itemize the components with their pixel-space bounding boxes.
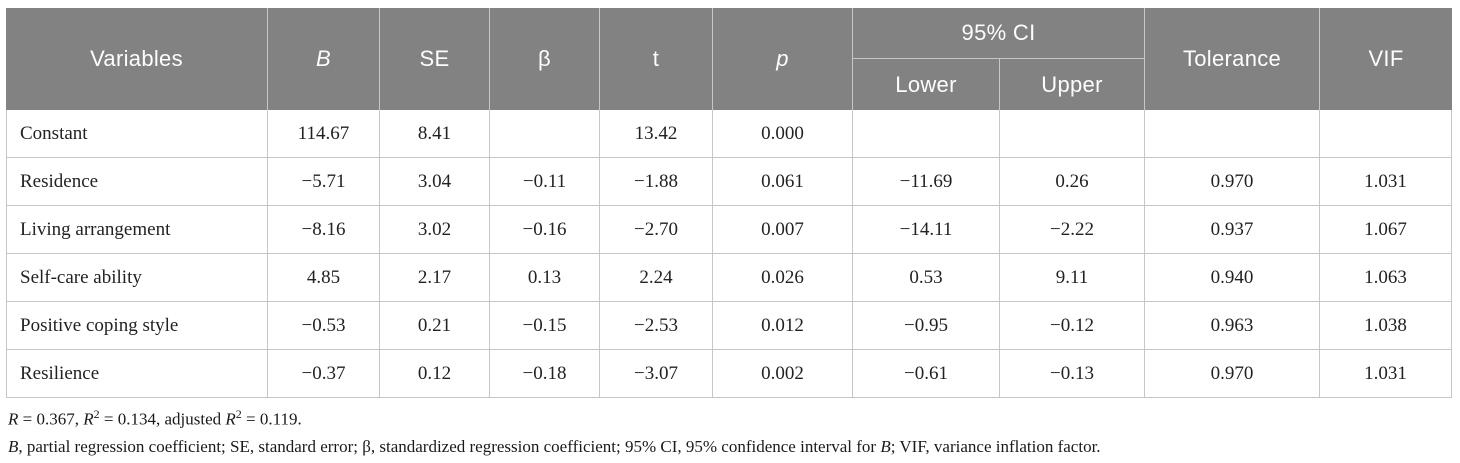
cell-se: 3.04 (380, 158, 490, 206)
cell-variable: Positive coping style (6, 302, 268, 350)
cell-variable: Constant (6, 110, 268, 158)
table-row: Constant 114.67 8.41 13.42 0.000 (6, 110, 1453, 158)
text-segment: ; VIF, variance inflation factor. (890, 436, 1101, 456)
cell-beta: −0.11 (490, 158, 600, 206)
cell-b: 4.85 (268, 254, 380, 302)
cell-b: −5.71 (268, 158, 380, 206)
cell-beta: −0.15 (490, 302, 600, 350)
column-header-ci-lower: Lower (853, 59, 1000, 110)
cell-se: 0.21 (380, 302, 490, 350)
cell-se: 8.41 (380, 110, 490, 158)
column-header-b: B (268, 8, 380, 110)
header-row-top: Variables B SE β t p 95% CI Tolerance VI… (6, 8, 1453, 110)
cell-variable: Self-care ability (6, 254, 268, 302)
column-header-variables: Variables (6, 8, 268, 110)
text-segment: R (83, 409, 94, 429)
table-body: Constant 114.67 8.41 13.42 0.000 Residence −5.… (6, 110, 1453, 398)
column-header-ci-upper: Upper (1000, 59, 1146, 110)
table-row: Positive coping style −0.53 0.21 −0.15 −2.53… (6, 302, 1453, 350)
cell-se: 3.02 (380, 206, 490, 254)
column-header-p: p (713, 8, 853, 110)
cell-p: 0.002 (713, 350, 853, 398)
column-header-t: t (600, 8, 713, 110)
table-header: Variables B SE β t p 95% CI Tolerance VI… (6, 8, 1453, 110)
cell-b: 114.67 (268, 110, 380, 158)
regression-table-container: Variables B SE β t p 95% CI Tolerance VI… (6, 8, 1453, 457)
cell-t: −1.88 (600, 158, 713, 206)
cell-upper: 9.11 (1000, 254, 1146, 302)
text-segment: = 0.119. (241, 409, 302, 429)
cell-vif: 1.038 (1320, 302, 1453, 350)
cell-upper: −0.12 (1000, 302, 1146, 350)
table-row: Resilience −0.37 0.12 −0.18 −3.07 0.002 −0.61−… (6, 350, 1453, 398)
text-segment: R (225, 409, 236, 429)
cell-upper: −2.22 (1000, 206, 1146, 254)
cell-t: 2.24 (600, 254, 713, 302)
cell-vif (1320, 110, 1453, 158)
cell-b: −0.53 (268, 302, 380, 350)
cell-upper (1000, 110, 1146, 158)
cell-variable: Resilience (6, 350, 268, 398)
text-segment: = 0.134, adjusted (99, 409, 226, 429)
column-header-se: SE (380, 8, 490, 110)
text-segment: = 0.367, (18, 409, 84, 429)
cell-t: −2.70 (600, 206, 713, 254)
cell-b: −0.37 (268, 350, 380, 398)
column-header-tolerance: Tolerance (1145, 8, 1321, 110)
cell-p: 0.007 (713, 206, 853, 254)
cell-lower: 0.53 (853, 254, 1000, 302)
cell-t: −3.07 (600, 350, 713, 398)
cell-t: 13.42 (600, 110, 713, 158)
cell-beta (490, 110, 600, 158)
cell-upper: 0.26 (1000, 158, 1146, 206)
cell-beta: 0.13 (490, 254, 600, 302)
column-header-vif: VIF (1320, 8, 1453, 110)
footnote-model-fit: R = 0.367, R2 = 0.134, adjusted R2 = 0.1… (8, 407, 1452, 430)
cell-tolerance: 0.940 (1145, 254, 1321, 302)
text-segment: , partial regression coefficient; SE, st… (18, 436, 881, 456)
cell-se: 0.12 (380, 350, 490, 398)
table-row: Self-care ability 4.85 2.17 0.13 2.24 0.026 0.… (6, 254, 1453, 302)
cell-upper: −0.13 (1000, 350, 1146, 398)
cell-p: 0.026 (713, 254, 853, 302)
cell-se: 2.17 (380, 254, 490, 302)
cell-vif: 1.067 (1320, 206, 1453, 254)
cell-p: 0.012 (713, 302, 853, 350)
cell-tolerance (1145, 110, 1321, 158)
text-segment: B (880, 436, 891, 456)
cell-beta: −0.16 (490, 206, 600, 254)
cell-vif: 1.031 (1320, 158, 1453, 206)
column-header-ci-group: 95% CI (853, 8, 1146, 59)
cell-lower: −0.95 (853, 302, 1000, 350)
cell-tolerance: 0.970 (1145, 158, 1321, 206)
cell-t: −2.53 (600, 302, 713, 350)
cell-p: 0.000 (713, 110, 853, 158)
column-header-beta: β (490, 8, 600, 110)
text-segment: R (8, 409, 19, 429)
cell-tolerance: 0.937 (1145, 206, 1321, 254)
table-row: Living arrangement −8.16 3.02 −0.16 −2.70 0.0… (6, 206, 1453, 254)
regression-table: Variables B SE β t p 95% CI Tolerance VI… (6, 8, 1453, 398)
cell-lower: −11.69 (853, 158, 1000, 206)
cell-p: 0.061 (713, 158, 853, 206)
cell-lower (853, 110, 1000, 158)
cell-tolerance: 0.963 (1145, 302, 1321, 350)
table-row: Residence −5.71 3.04 −0.11 −1.88 0.061 −11.69 0… (6, 158, 1453, 206)
cell-vif: 1.063 (1320, 254, 1453, 302)
cell-tolerance: 0.970 (1145, 350, 1321, 398)
footnote-abbreviations: B, partial regression coefficient; SE, s… (8, 437, 1452, 457)
cell-variable: Living arrangement (6, 206, 268, 254)
cell-variable: Residence (6, 158, 268, 206)
text-segment: 2 (235, 407, 242, 421)
text-segment: 2 (93, 407, 100, 421)
cell-b: −8.16 (268, 206, 380, 254)
cell-vif: 1.031 (1320, 350, 1453, 398)
text-segment: B (8, 436, 19, 456)
header-row-sub: Lower Upper (6, 59, 1452, 110)
cell-beta: −0.18 (490, 350, 600, 398)
cell-lower: −14.11 (853, 206, 1000, 254)
cell-lower: −0.61 (853, 350, 1000, 398)
